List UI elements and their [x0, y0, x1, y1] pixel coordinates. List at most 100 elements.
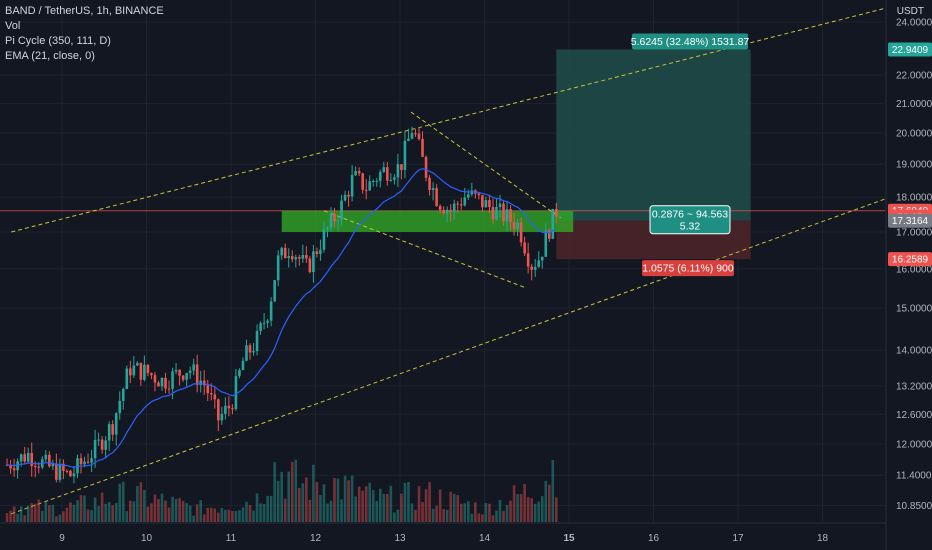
candle-body[interactable]: [438, 205, 442, 210]
candle-body[interactable]: [463, 197, 467, 206]
candle-body[interactable]: [403, 140, 407, 170]
candle-body[interactable]: [26, 452, 30, 462]
candle-body[interactable]: [354, 171, 357, 176]
candle-body[interactable]: [83, 461, 86, 465]
candle-body[interactable]: [505, 209, 509, 222]
candle-body[interactable]: [435, 188, 438, 206]
candle-body[interactable]: [12, 468, 16, 471]
candle-body[interactable]: [100, 439, 104, 450]
candle-body[interactable]: [326, 227, 329, 230]
price-tag[interactable]: [888, 42, 932, 57]
candle-body[interactable]: [178, 369, 181, 376]
candle-body[interactable]: [428, 177, 431, 191]
candle-body[interactable]: [97, 439, 100, 441]
candle-body[interactable]: [312, 251, 315, 273]
candle-body[interactable]: [111, 424, 114, 435]
candle-body[interactable]: [417, 133, 421, 139]
candle-body[interactable]: [167, 388, 171, 390]
candle-body[interactable]: [234, 376, 238, 410]
candle-body[interactable]: [452, 203, 456, 212]
wedge-lower-line[interactable]: [323, 210, 527, 289]
candle-body[interactable]: [206, 385, 210, 394]
candle-body[interactable]: [509, 209, 512, 222]
candle-body[interactable]: [498, 203, 502, 208]
symbol-title[interactable]: BAND / TetherUS, 1h, BINANCE: [5, 5, 164, 17]
profit-zone[interactable]: [556, 49, 751, 221]
candle-body[interactable]: [30, 452, 34, 467]
candle-body[interactable]: [171, 371, 174, 389]
candle-body[interactable]: [93, 439, 97, 459]
candle-body[interactable]: [421, 138, 424, 157]
candle-body[interactable]: [368, 181, 372, 191]
candle-body[interactable]: [456, 203, 460, 205]
candle-body[interactable]: [69, 470, 72, 477]
candle-body[interactable]: [107, 424, 111, 441]
candle-body[interactable]: [400, 164, 403, 170]
candle-body[interactable]: [33, 466, 37, 468]
candle-body[interactable]: [192, 364, 195, 371]
candle-body[interactable]: [72, 473, 76, 477]
candle-body[interactable]: [364, 189, 368, 191]
candle-body[interactable]: [104, 440, 107, 450]
candle-body[interactable]: [424, 156, 428, 178]
candle-body[interactable]: [23, 454, 26, 462]
candle-body[interactable]: [160, 377, 164, 387]
candle-body[interactable]: [547, 230, 551, 239]
candle-body[interactable]: [62, 463, 65, 471]
candle-body[interactable]: [58, 463, 62, 480]
candle-body[interactable]: [241, 360, 245, 371]
candle-body[interactable]: [340, 200, 343, 221]
candle-body[interactable]: [305, 254, 308, 259]
candle-body[interactable]: [136, 362, 139, 366]
candle-body[interactable]: [445, 209, 449, 214]
candle-body[interactable]: [213, 394, 217, 400]
candle-body[interactable]: [533, 266, 537, 270]
candle-body[interactable]: [51, 463, 55, 467]
ema-line[interactable]: [7, 168, 557, 468]
vol-indicator-label[interactable]: Vol: [5, 20, 21, 32]
candle-body[interactable]: [227, 405, 231, 409]
candle-body[interactable]: [195, 364, 199, 385]
candle-body[interactable]: [174, 369, 178, 372]
candle-body[interactable]: [217, 399, 220, 421]
candle-body[interactable]: [238, 370, 241, 377]
candle-body[interactable]: [298, 257, 301, 259]
candle-body[interactable]: [308, 258, 312, 273]
candle-body[interactable]: [157, 382, 160, 387]
candle-body[interactable]: [132, 365, 136, 376]
candle-body[interactable]: [252, 351, 255, 353]
candle-body[interactable]: [121, 388, 125, 401]
profit-target-label[interactable]: 5.6245 (32.48%) 1531.87: [631, 33, 750, 50]
candle-body[interactable]: [537, 260, 541, 267]
candle-body[interactable]: [386, 167, 389, 181]
candle-body[interactable]: [231, 408, 234, 410]
candle-body[interactable]: [347, 194, 350, 197]
candle-body[interactable]: [164, 377, 167, 389]
candle-body[interactable]: [262, 322, 266, 324]
candle-body[interactable]: [407, 138, 410, 141]
candle-body[interactable]: [491, 207, 495, 220]
candle-body[interactable]: [544, 230, 548, 257]
candle-body[interactable]: [276, 255, 280, 281]
candle-body[interactable]: [290, 256, 294, 260]
candle-body[interactable]: [90, 458, 93, 463]
candle-body[interactable]: [551, 209, 555, 239]
candle-body[interactable]: [378, 171, 382, 181]
candle-body[interactable]: [114, 413, 118, 435]
candle-body[interactable]: [477, 193, 481, 196]
candle-body[interactable]: [269, 301, 273, 321]
candle-body[interactable]: [322, 229, 326, 250]
candle-body[interactable]: [294, 257, 298, 260]
candle-body[interactable]: [65, 470, 69, 472]
candle-body[interactable]: [410, 133, 414, 139]
candle-body[interactable]: [273, 280, 276, 302]
candle-body[interactable]: [188, 370, 192, 374]
candle-body[interactable]: [202, 380, 206, 386]
candle-body[interactable]: [488, 200, 491, 208]
candle-body[interactable]: [530, 266, 533, 270]
candle-body[interactable]: [153, 375, 157, 383]
channel-lower-line[interactable]: [11, 196, 891, 515]
candle-body[interactable]: [512, 221, 516, 230]
candle-body[interactable]: [185, 373, 188, 380]
